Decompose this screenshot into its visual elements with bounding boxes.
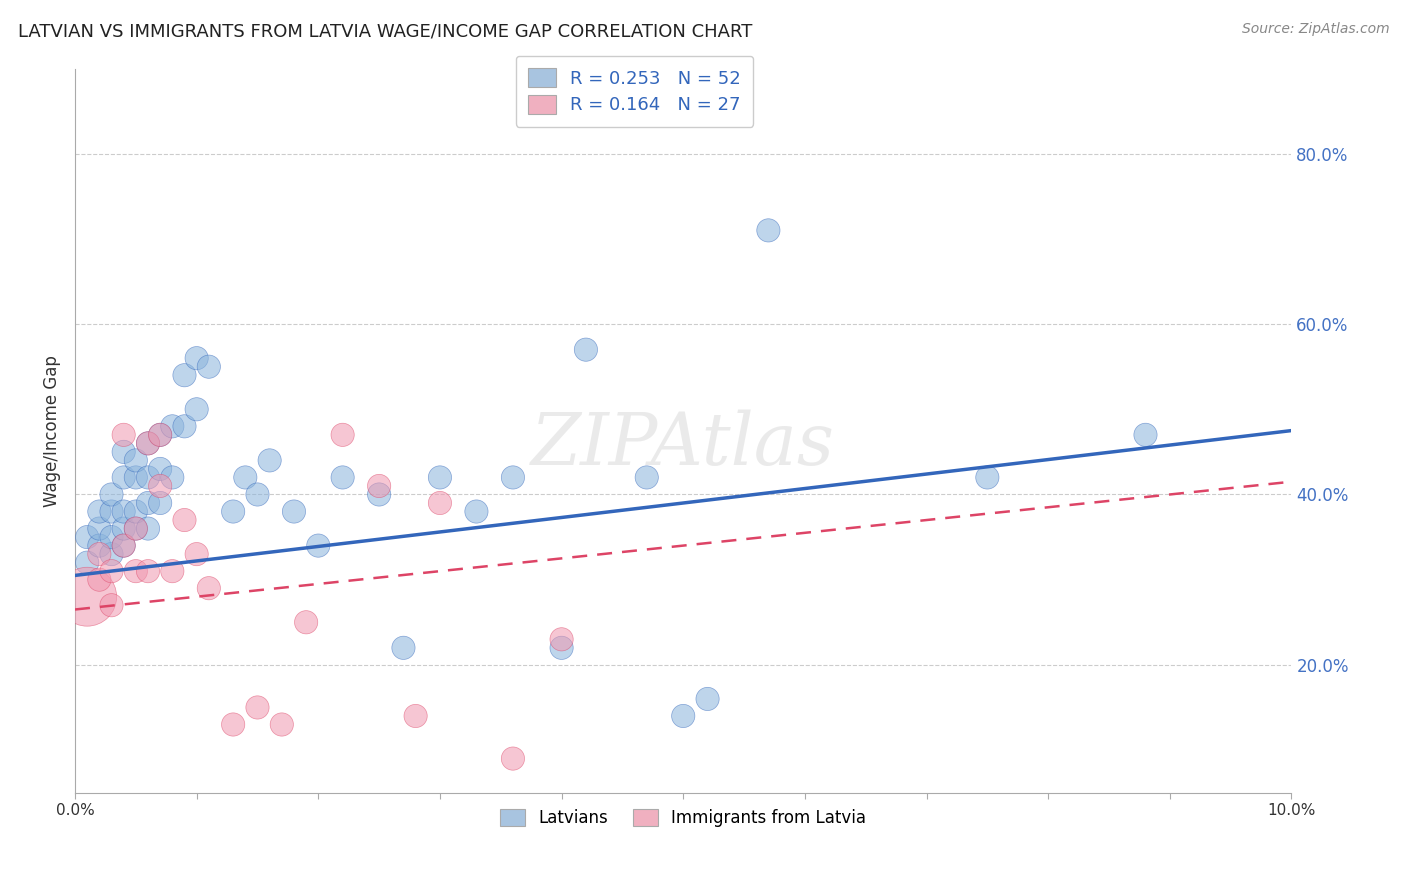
Point [162,564,184,578]
Point [100,487,122,501]
Point [112,539,135,553]
Point [100,530,122,544]
Point [465,504,488,518]
Point [76,590,98,604]
Point [112,539,135,553]
Point [332,470,354,484]
Point [125,522,148,536]
Point [136,522,159,536]
Point [295,615,318,630]
Point [283,504,305,518]
Point [100,547,122,561]
Point [758,223,780,237]
Point [149,496,172,510]
Point [112,522,135,536]
Point [186,547,208,561]
Point [233,470,256,484]
Point [429,470,451,484]
Point [125,453,148,467]
Point [100,504,122,518]
Point [173,368,195,383]
Point [550,632,572,647]
Text: LATVIAN VS IMMIGRANTS FROM LATVIA WAGE/INCOME GAP CORRELATION CHART: LATVIAN VS IMMIGRANTS FROM LATVIA WAGE/I… [18,22,752,40]
Point [136,470,159,484]
Point [259,453,281,467]
Point [112,470,135,484]
Point [173,513,195,527]
Point [270,717,292,731]
Point [89,522,111,536]
Point [89,539,111,553]
Point [149,462,172,476]
Point [149,479,172,493]
Point [429,496,451,510]
Point [162,419,184,434]
Point [502,751,524,765]
Point [76,556,98,570]
Point [162,470,184,484]
Point [332,427,354,442]
Point [89,547,111,561]
Point [222,717,245,731]
Text: Source: ZipAtlas.com: Source: ZipAtlas.com [1241,22,1389,37]
Point [173,419,195,434]
Point [186,351,208,366]
Point [246,700,269,714]
Point [198,581,221,595]
Point [125,522,148,536]
Point [246,487,269,501]
Point [976,470,998,484]
Point [89,504,111,518]
Point [368,479,391,493]
Point [368,487,391,501]
Point [125,504,148,518]
Point [76,530,98,544]
Point [149,427,172,442]
Point [1135,427,1157,442]
Point [307,539,329,553]
Point [405,709,427,723]
Point [149,427,172,442]
Point [198,359,221,374]
Legend: Latvians, Immigrants from Latvia: Latvians, Immigrants from Latvia [492,800,875,835]
Point [550,640,572,655]
Point [112,504,135,518]
Point [672,709,695,723]
Point [136,436,159,450]
Y-axis label: Wage/Income Gap: Wage/Income Gap [44,355,60,507]
Point [136,564,159,578]
Point [696,692,718,706]
Point [575,343,598,357]
Point [186,402,208,417]
Point [112,427,135,442]
Point [100,599,122,613]
Point [636,470,658,484]
Point [136,436,159,450]
Point [502,470,524,484]
Point [112,445,135,459]
Point [89,573,111,587]
Point [392,640,415,655]
Point [222,504,245,518]
Point [125,470,148,484]
Point [136,496,159,510]
Point [125,564,148,578]
Point [100,564,122,578]
Text: ZIPAtlas: ZIPAtlas [531,409,835,480]
